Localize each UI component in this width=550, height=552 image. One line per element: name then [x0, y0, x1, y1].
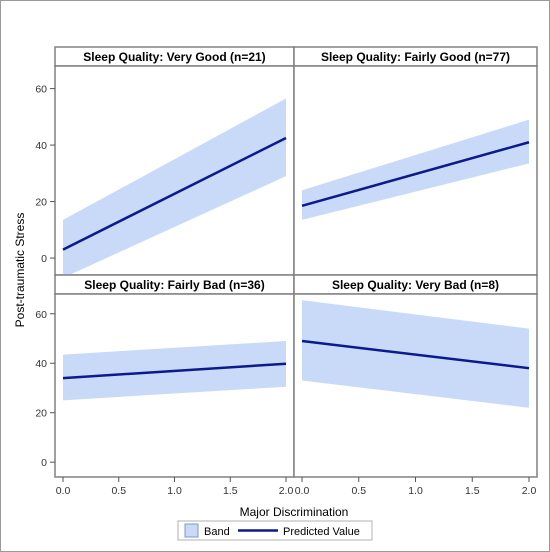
panels-group: Sleep Quality: Very Good (n=21) Sleep Qua…: [54, 46, 538, 478]
predicted-line: [62, 362, 287, 380]
panel-3: Sleep Quality: Fairly Bad (n=36): [54, 274, 295, 478]
panel-title: Sleep Quality: Fairly Bad (n=36): [84, 278, 264, 292]
legend-band-label: Band: [204, 526, 230, 538]
y-tick-label: 20: [35, 197, 47, 209]
panel-title: Sleep Quality: Fairly Good (n=77): [321, 50, 510, 64]
y-tick-label: 0: [41, 457, 47, 469]
y-tick-label: 20: [35, 408, 47, 420]
y-tick-label: 60: [35, 84, 47, 96]
predicted-line: [301, 141, 530, 208]
x-tick-label: 0.0: [295, 485, 310, 497]
y-tick-label: 60: [35, 309, 47, 321]
y-tick-label: 0: [41, 253, 47, 265]
x-axis-label: Major Discrimination: [240, 505, 349, 519]
x-tick-label: 1.0: [167, 485, 182, 497]
x-tick-label: 1.5: [223, 485, 238, 497]
panel-1: Sleep Quality: Very Good (n=21): [54, 46, 295, 278]
x-tick-label: 0.5: [111, 485, 126, 497]
y-axis-label: Post-traumatic Stress: [13, 213, 27, 328]
confidence-band: [302, 119, 529, 220]
x-tick-label: 0.0: [56, 485, 71, 497]
x-tick-label: 2.0: [279, 485, 294, 497]
legend: Band Predicted Value: [177, 520, 373, 541]
panel-title: Sleep Quality: Very Bad (n=8): [332, 278, 499, 292]
panel-title: Sleep Quality: Very Good (n=21): [83, 50, 265, 64]
predicted-line: [301, 339, 530, 370]
confidence-band: [63, 98, 286, 278]
x-tick-label: 1.0: [408, 485, 423, 497]
y-tick-label: 40: [35, 140, 47, 152]
panel-2: Sleep Quality: Fairly Good (n=77): [293, 46, 538, 276]
y-tick-label: 40: [35, 358, 47, 370]
x-tick-label: 0.5: [351, 485, 366, 497]
legend-band-swatch: [184, 523, 199, 538]
panel-4: Sleep Quality: Very Bad (n=8): [293, 274, 538, 478]
legend-predicted-label: Predicted Value: [283, 526, 360, 538]
x-tick-label: 2.0: [522, 485, 537, 497]
predicted-line: [62, 136, 287, 251]
x-tick-label: 1.5: [465, 485, 480, 497]
